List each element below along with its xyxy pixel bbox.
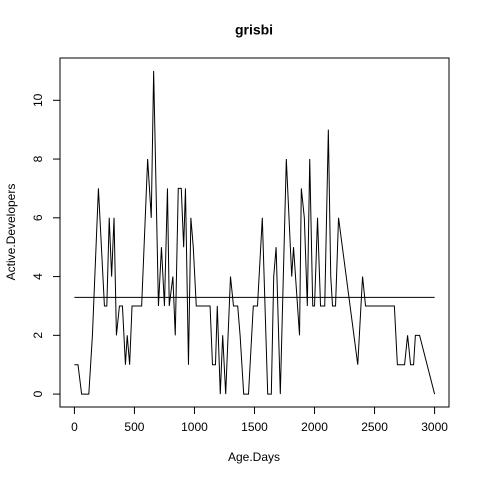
x-axis-label: Age.Days	[228, 450, 280, 464]
x-tick-label: 3000	[421, 420, 448, 434]
y-tick-label: 2	[31, 332, 45, 339]
y-tick-label: 6	[31, 214, 45, 221]
x-tick-label: 1000	[181, 420, 208, 434]
x-tick-label: 1500	[241, 420, 268, 434]
x-tick-label: 500	[124, 420, 144, 434]
y-tick-label: 4	[31, 273, 45, 280]
data-line	[74, 70, 436, 395]
y-tick-label: 0	[31, 390, 45, 397]
x-tick-label: 2500	[361, 420, 388, 434]
x-tick-label: 2000	[301, 420, 328, 434]
y-tick-label: 8	[31, 155, 45, 162]
x-tick-label: 0	[71, 420, 78, 434]
chart-title: grisbi	[235, 22, 273, 38]
y-tick-label: 10	[31, 93, 45, 107]
plot-frame	[59, 57, 450, 408]
y-axis-label: Active.Developers	[4, 184, 18, 281]
